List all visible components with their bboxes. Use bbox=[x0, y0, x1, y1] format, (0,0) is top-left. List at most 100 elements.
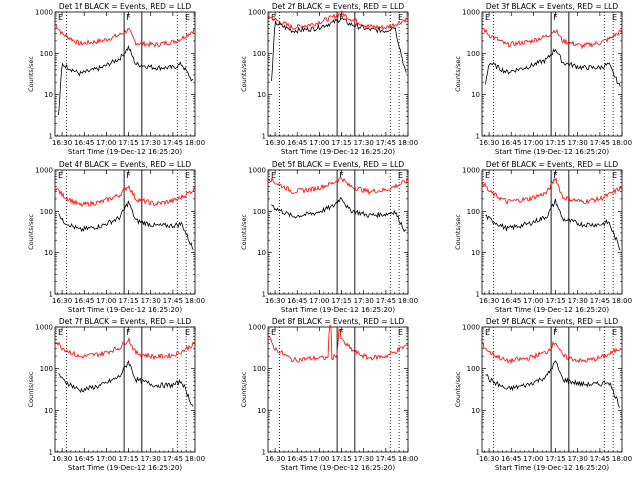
y-tick-label: 10 bbox=[44, 91, 53, 99]
x-tick-label: 17:15 bbox=[118, 297, 138, 305]
x-tick-label: 17:45 bbox=[590, 455, 610, 463]
y-tick-label: 1 bbox=[476, 291, 480, 299]
flag-label: F bbox=[339, 171, 344, 180]
flag-label: E bbox=[612, 13, 617, 22]
x-tick-label: 16:30 bbox=[52, 139, 72, 147]
x-tick-label: 17:45 bbox=[163, 455, 183, 463]
x-tick-label: 17:15 bbox=[331, 455, 351, 463]
x-tick-label: 17:45 bbox=[376, 297, 396, 305]
y-tick-label: 100 bbox=[40, 50, 53, 58]
x-tick-label: 18:00 bbox=[398, 297, 418, 305]
x-tick-label: 17:45 bbox=[163, 297, 183, 305]
series-events bbox=[271, 197, 407, 233]
flag-label: E bbox=[271, 13, 276, 22]
x-tick-label: 17:00 bbox=[96, 139, 116, 147]
panel-title: Det 9f BLACK = Events, RED = LLD bbox=[486, 317, 619, 326]
y-tick-label: 1000 bbox=[35, 167, 53, 175]
x-tick-label: 17:00 bbox=[96, 455, 116, 463]
plot-frame bbox=[54, 169, 196, 295]
x-tick-label: 17:30 bbox=[354, 297, 374, 305]
y-tick-label: 1 bbox=[49, 449, 53, 457]
panel-7f: Det 7f BLACK = Events, RED = LLD 1 10 100 10… bbox=[27, 317, 205, 472]
x-tick-label: 16:45 bbox=[74, 139, 94, 147]
flag-label: E bbox=[485, 328, 490, 337]
flag-label: F bbox=[553, 171, 558, 180]
x-axis-label: Start Time (19-Dec-12 16:25:20) bbox=[68, 464, 182, 472]
y-tick-label: 1000 bbox=[248, 324, 266, 332]
y-tick-label: 100 bbox=[253, 365, 266, 373]
y-tick-label: 10 bbox=[257, 249, 266, 257]
x-tick-label: 17:00 bbox=[309, 139, 329, 147]
panel-title: Det 8f BLACK = Events, RED = LLD bbox=[272, 317, 405, 326]
panel-title: Det 3f BLACK = Events, RED = LLD bbox=[486, 2, 619, 11]
series-events bbox=[485, 198, 621, 251]
x-tick-label: 17:30 bbox=[568, 297, 588, 305]
plot-frame bbox=[481, 169, 623, 295]
series-events bbox=[58, 359, 194, 407]
x-tick-label: 18:00 bbox=[398, 139, 418, 147]
x-tick-label: 16:45 bbox=[501, 139, 521, 147]
x-tick-label: 17:15 bbox=[545, 297, 565, 305]
x-tick-label: 18:00 bbox=[185, 139, 205, 147]
x-axis-label: Start Time (19-Dec-12 16:25:20) bbox=[281, 464, 395, 472]
y-axis-label: Counts/sec bbox=[27, 214, 35, 250]
series-events bbox=[485, 48, 621, 87]
flag-label: E bbox=[271, 328, 276, 337]
x-tick-label: 17:00 bbox=[309, 297, 329, 305]
x-tick-label: 17:15 bbox=[118, 139, 138, 147]
x-tick-label: 18:00 bbox=[398, 455, 418, 463]
y-tick-label: 100 bbox=[253, 208, 266, 216]
flag-label: F bbox=[126, 13, 131, 22]
x-tick-label: 16:45 bbox=[287, 455, 307, 463]
panel-title: Det 4f BLACK = Events, RED = LLD bbox=[59, 160, 192, 169]
flag-label: F bbox=[553, 328, 558, 337]
y-tick-label: 1 bbox=[49, 133, 53, 141]
flag-label: E bbox=[58, 328, 63, 337]
y-tick-label: 1000 bbox=[462, 9, 480, 17]
y-tick-label: 1000 bbox=[462, 324, 480, 332]
panel-1f: Det 1f BLACK = Events, RED = LLD 1 10 100 10… bbox=[27, 2, 205, 156]
y-tick-label: 100 bbox=[253, 50, 266, 58]
flag-label: E bbox=[398, 328, 403, 337]
x-tick-label: 17:15 bbox=[331, 139, 351, 147]
flag-label: E bbox=[185, 13, 190, 22]
y-tick-label: 10 bbox=[257, 91, 266, 99]
x-tick-label: 17:00 bbox=[309, 455, 329, 463]
y-axis-label: Counts/sec bbox=[240, 214, 248, 250]
plot-frame bbox=[481, 326, 623, 453]
y-axis-label: Counts/sec bbox=[27, 56, 35, 92]
x-tick-label: 16:30 bbox=[479, 139, 499, 147]
y-tick-label: 10 bbox=[471, 249, 480, 257]
series-events bbox=[58, 44, 194, 116]
y-tick-label: 100 bbox=[40, 365, 53, 373]
series-events bbox=[271, 17, 407, 81]
x-tick-label: 17:15 bbox=[545, 455, 565, 463]
x-tick-label: 16:45 bbox=[287, 297, 307, 305]
x-tick-label: 17:30 bbox=[141, 455, 161, 463]
y-tick-label: 1 bbox=[262, 133, 266, 141]
plot-frame bbox=[481, 11, 623, 137]
x-axis-label: Start Time (19-Dec-12 16:25:20) bbox=[495, 148, 609, 156]
x-tick-label: 17:30 bbox=[568, 455, 588, 463]
y-axis-label: Counts/sec bbox=[27, 371, 35, 407]
series-lld bbox=[481, 177, 623, 205]
flag-label: F bbox=[553, 13, 558, 22]
y-axis-label: Counts/sec bbox=[454, 56, 462, 92]
x-tick-label: 17:00 bbox=[523, 455, 543, 463]
x-axis-label: Start Time (19-Dec-12 16:25:20) bbox=[281, 148, 395, 156]
panel-2f: Det 2f BLACK = Events, RED = LLD 1 10 100 10… bbox=[240, 2, 418, 156]
y-tick-label: 10 bbox=[471, 407, 480, 415]
y-tick-label: 100 bbox=[467, 208, 480, 216]
y-tick-label: 10 bbox=[44, 407, 53, 415]
x-tick-label: 18:00 bbox=[185, 455, 205, 463]
y-axis-label: Counts/sec bbox=[454, 371, 462, 407]
flag-label: F bbox=[339, 13, 344, 22]
plot-frame bbox=[267, 326, 409, 453]
flag-label: E bbox=[485, 13, 490, 22]
series-lld bbox=[481, 340, 623, 365]
y-tick-label: 10 bbox=[44, 249, 53, 257]
flag-label: E bbox=[185, 171, 190, 180]
y-tick-label: 1 bbox=[476, 133, 480, 141]
series-lld bbox=[267, 9, 409, 31]
